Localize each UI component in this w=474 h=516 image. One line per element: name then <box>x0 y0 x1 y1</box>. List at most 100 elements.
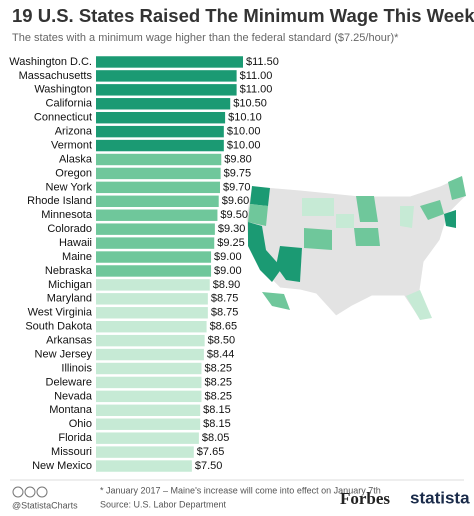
value-label: $8.15 <box>203 418 231 430</box>
value-label: $7.50 <box>195 460 223 472</box>
bar <box>96 139 224 152</box>
category-label: Montana <box>49 404 93 416</box>
bar <box>96 125 224 138</box>
category-label: Deleware <box>46 376 92 388</box>
value-label: $8.75 <box>211 307 239 319</box>
value-label: $9.75 <box>224 167 252 179</box>
bar <box>96 293 208 305</box>
map-state <box>420 200 444 220</box>
category-label: Vermont <box>51 139 92 151</box>
value-label: $10.00 <box>227 126 261 138</box>
bar <box>96 84 237 96</box>
category-label: Missouri <box>51 446 92 458</box>
bar <box>96 432 199 444</box>
map-state <box>248 222 282 282</box>
value-label: $8.75 <box>211 293 239 305</box>
value-label: $8.90 <box>213 279 241 291</box>
category-label: West Virginia <box>28 307 93 319</box>
bar <box>96 111 226 124</box>
map-state <box>444 210 456 228</box>
bar <box>96 390 202 403</box>
value-label: $11.00 <box>240 84 273 96</box>
bar <box>96 153 222 166</box>
category-label: Maryland <box>47 293 92 305</box>
bar <box>96 362 202 375</box>
brand-forbes: Forbes <box>340 489 390 508</box>
category-label: Minnesota <box>41 209 93 221</box>
bar <box>96 307 208 319</box>
map-state <box>354 228 380 246</box>
value-label: $8.65 <box>210 321 238 333</box>
bar <box>96 237 215 249</box>
icon <box>36 486 48 498</box>
icon <box>12 486 24 498</box>
chart-subtitle: The states with a minimum wage higher th… <box>12 32 399 44</box>
category-label: Washington D.C. <box>9 56 92 68</box>
category-label: Illinois <box>61 362 92 374</box>
bar <box>96 460 192 472</box>
bar <box>96 70 237 82</box>
value-label: $11.00 <box>240 70 273 82</box>
map-state <box>448 176 466 200</box>
value-label: $8.25 <box>204 376 232 388</box>
bar <box>96 195 219 208</box>
category-label: New York <box>46 181 93 193</box>
bar <box>96 251 212 263</box>
value-label: $8.25 <box>204 390 232 402</box>
bar <box>96 446 194 458</box>
value-label: $10.00 <box>227 139 261 151</box>
map-state <box>248 204 268 226</box>
value-label: $8.50 <box>208 335 236 347</box>
value-label: $10.50 <box>233 98 267 110</box>
bar <box>96 279 210 291</box>
value-label: $7.65 <box>197 446 225 458</box>
category-label: Oregon <box>55 167 92 179</box>
value-label: $9.60 <box>222 195 250 207</box>
bar <box>96 56 243 68</box>
bar <box>96 334 205 347</box>
map-state <box>250 186 270 206</box>
value-label: $9.30 <box>218 223 246 235</box>
category-label: Colorado <box>47 223 92 235</box>
bar <box>96 404 201 417</box>
map-state <box>276 246 302 282</box>
map-state <box>262 292 290 310</box>
category-label: Florida <box>58 432 93 444</box>
category-label: Hawaii <box>59 237 92 249</box>
value-label: $9.80 <box>224 153 252 165</box>
value-label: $9.70 <box>223 181 251 193</box>
category-label: Ohio <box>69 418 92 430</box>
category-label: California <box>46 98 93 110</box>
map-state <box>302 198 334 216</box>
category-label: New Mexico <box>32 460 92 472</box>
icon <box>24 486 36 498</box>
category-label: Arizona <box>55 126 93 138</box>
bar <box>96 223 215 235</box>
bar <box>96 376 202 389</box>
bar <box>96 320 207 333</box>
license-icons <box>12 486 48 498</box>
value-label: $9.00 <box>214 265 242 277</box>
category-label: New Jersey <box>35 348 93 360</box>
value-label: $9.00 <box>214 251 242 263</box>
note: * January 2017 – Maine's increase will c… <box>100 485 381 495</box>
bar <box>96 181 220 194</box>
category-label: Maine <box>62 251 92 263</box>
category-label: Massachusetts <box>19 70 93 82</box>
bar <box>96 209 218 221</box>
bar <box>96 265 212 277</box>
map-state <box>400 206 414 228</box>
value-label: $9.50 <box>220 209 248 221</box>
map-state <box>406 290 432 320</box>
category-label: Connecticut <box>34 112 92 124</box>
map-state <box>304 228 332 250</box>
bar <box>96 348 204 361</box>
bar <box>96 98 231 110</box>
category-label: Alaska <box>59 153 93 165</box>
chart-title: 19 U.S. States Raised The Minimum Wage T… <box>12 5 474 26</box>
brand-statista: statista <box>410 488 470 507</box>
value-label: $8.05 <box>202 432 230 444</box>
value-label: $8.44 <box>207 348 235 360</box>
value-label: $8.15 <box>203 404 231 416</box>
